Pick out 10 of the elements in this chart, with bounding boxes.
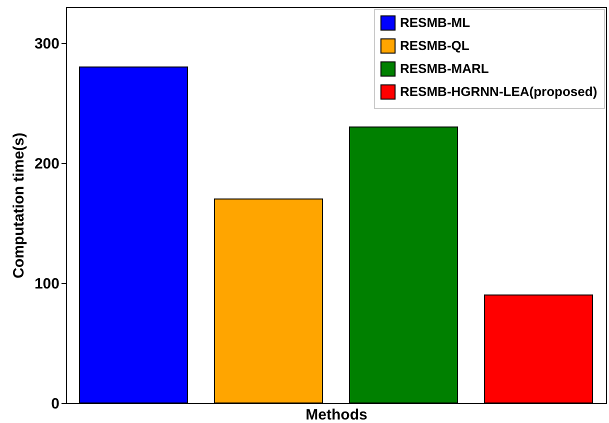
legend-label: RESMB-QL [400,38,470,53]
legend-label: RESMB-ML [400,15,470,30]
legend-label: RESMB-HGRNN-LEA(proposed) [400,84,598,99]
y-tick-label: 300 [34,36,60,52]
y-axis-title: Computation time(s) [10,132,28,278]
x-axis-title: Methods [306,406,368,423]
y-tick-label: 0 [51,396,60,412]
y-tick-label: 100 [34,276,60,292]
y-tick-label: 200 [34,156,60,172]
legend-label: RESMB-MARL [400,61,489,76]
